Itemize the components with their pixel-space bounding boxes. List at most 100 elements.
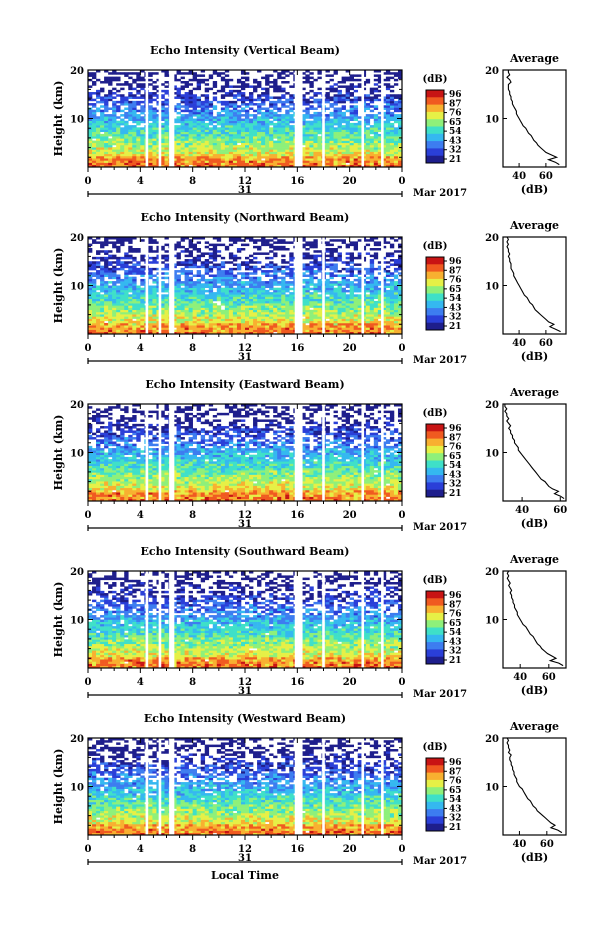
heatmap-cell: [317, 325, 322, 328]
heatmap-cell: [232, 142, 238, 146]
heatmap-cell: [341, 267, 346, 271]
heatmap-cell: [172, 142, 177, 146]
heatmap-cell: [184, 109, 189, 113]
heatmap-cell: [224, 320, 230, 324]
heatmap-cell: [249, 94, 254, 97]
heatmap-cell: [92, 263, 97, 266]
heatmap-cell: [92, 329, 97, 333]
heatmap-cell: [301, 120, 306, 124]
heatmap-cell: [180, 118, 185, 121]
heatmap-cell: [249, 149, 254, 152]
heatmap-cell: [92, 294, 97, 297]
heatmap-cell: [313, 298, 318, 302]
heatmap-cell: [232, 318, 238, 322]
heatmap-cell: [120, 118, 125, 121]
heatmap-cell: [265, 320, 270, 324]
heatmap-cell: [253, 270, 258, 273]
heatmap-cell: [116, 164, 121, 168]
heatmap-cell: [377, 162, 383, 166]
heatmap-cell: [385, 98, 391, 102]
heatmap-cell: [257, 149, 262, 152]
heatmap-cell: [208, 109, 214, 113]
heatmap-cell: [88, 243, 93, 247]
heatmap-cell: [188, 261, 193, 264]
heatmap-cell: [220, 256, 226, 260]
heatmap-cell: [232, 241, 238, 244]
heatmap-cell: [377, 142, 383, 146]
heatmap-cell: [216, 305, 222, 308]
heatmap-cell: [204, 78, 210, 82]
heatmap-cell: [389, 98, 395, 102]
heatmap-cell: [156, 78, 161, 82]
heatmap-cell: [281, 105, 286, 108]
heatmap-cell: [232, 300, 238, 304]
heatmap-cell: [136, 305, 141, 308]
heatmap-cell: [325, 107, 330, 110]
heatmap-cell: [377, 120, 383, 124]
heatmap-cell: [160, 138, 165, 141]
heatmap-cell: [365, 160, 371, 163]
heatmap-cell: [285, 287, 290, 291]
heatmap-cell: [200, 285, 206, 288]
heatmap-cell: [112, 281, 117, 284]
heatmap-cell: [204, 311, 210, 315]
heatmap-cell: [269, 153, 274, 157]
heatmap-cell: [208, 122, 214, 126]
heatmap-cell: [373, 164, 379, 168]
heatmap-cell: [196, 294, 202, 297]
heatmap-cell: [104, 307, 109, 311]
heatmap-cell: [224, 322, 230, 326]
heatmap-cell: [333, 149, 338, 152]
heatmap-cell: [104, 256, 109, 260]
heatmap-cell: [389, 153, 395, 157]
heatmap-cell: [273, 270, 278, 273]
heatmap-cell: [200, 103, 206, 106]
heatmap-cell: [240, 327, 246, 330]
heatmap-cell: [345, 85, 350, 88]
heatmap-cell: [393, 120, 399, 124]
heatmap-cell: [220, 85, 226, 88]
heatmap-cell: [108, 142, 113, 146]
heatmap-cell: [261, 76, 266, 80]
heatmap-cell: [325, 70, 330, 73]
heatmap-cell: [245, 118, 250, 121]
heatmap-cell: [172, 298, 177, 302]
heatmap-cell: [124, 303, 129, 306]
heatmap-cell: [224, 272, 230, 275]
heatmap-cell: [309, 274, 314, 277]
heatmap-cell: [88, 136, 93, 139]
heatmap-cell: [341, 327, 346, 330]
heatmap-cell: [132, 327, 137, 330]
heatmap-cell: [325, 144, 330, 148]
heatmap-cell: [313, 120, 318, 124]
heatmap-cell: [269, 250, 274, 253]
heatmap-cell: [152, 153, 157, 157]
heatmap-cell: [381, 136, 387, 139]
heatmap-cell: [136, 142, 141, 146]
heatmap-cell: [353, 85, 359, 88]
heatmap-cell: [273, 303, 278, 306]
heatmap-cell: [176, 105, 181, 108]
heatmap-cell: [108, 314, 113, 317]
heatmap-cell: [220, 76, 226, 80]
heatmap-cell: [325, 281, 330, 284]
heatmap-cell: [104, 149, 109, 152]
heatmap-cell: [228, 116, 234, 119]
heatmap-cell: [92, 162, 97, 166]
heatmap-cell: [289, 151, 294, 155]
heatmap-cell: [196, 329, 202, 333]
heatmap-cell: [285, 153, 290, 157]
heatmap-cell: [245, 155, 250, 159]
heatmap-cell: [152, 85, 157, 88]
heatmap-cell: [389, 118, 395, 121]
heatmap-cell: [385, 144, 391, 148]
heatmap-cell: [313, 151, 318, 155]
heatmap-cell: [236, 125, 242, 128]
heatmap-cell: [253, 160, 258, 163]
heatmap-cell: [377, 89, 383, 93]
heatmap-cell: [393, 131, 399, 135]
heatmap-cell: [236, 147, 242, 150]
heatmap-cell: [245, 98, 250, 102]
heatmap-cell: [365, 147, 371, 150]
heatmap-cell: [116, 160, 121, 163]
